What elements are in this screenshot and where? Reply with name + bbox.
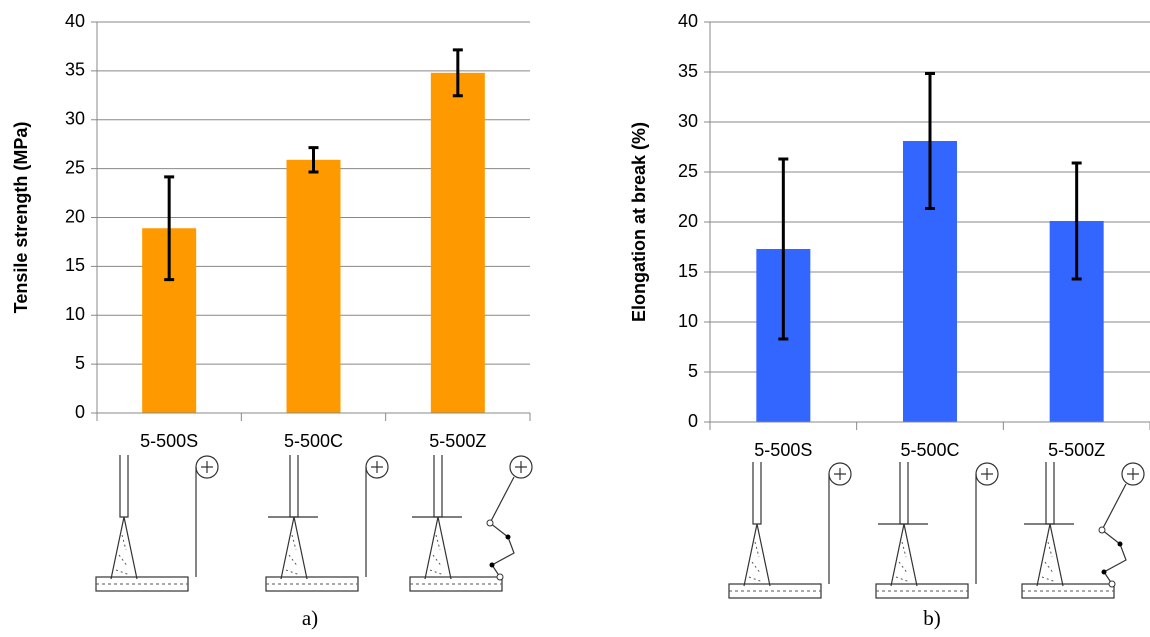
x-tick-label: 5-500C [284,431,343,451]
y-tick-label: 35 [65,60,85,80]
panel-caption: a) [302,606,318,630]
y-tick-label: 15 [678,261,698,281]
y-tick-label: 30 [678,111,698,131]
y-tick-label: 15 [65,255,85,275]
y-tick-label: 40 [678,11,698,31]
y-tick-label: 25 [65,157,85,177]
y-tick-label: 0 [75,402,85,422]
process-icons [96,455,1144,598]
y-axis-title: Elongation at break (%) [629,122,649,322]
x-tick-label: 5-500S [140,431,198,451]
y-tick-label: 40 [65,11,85,31]
x-tick-label: 5-500Z [429,431,486,451]
y-tick-label: 10 [678,311,698,331]
y-tick-label: 30 [65,109,85,129]
x-tick-label: 5-500C [900,440,959,460]
y-tick-label: 0 [688,411,698,431]
y-tick-label: 10 [65,304,85,324]
figure: 0 5 10 15 20 25 30 35 40 Tensile strength (MPa) 5-… [0,0,1150,637]
x-tick-label: 5-500Z [1048,440,1105,460]
bar [287,160,341,413]
y-tick-label: 5 [75,353,85,373]
y-tick-label: 20 [65,206,85,226]
y-tick-label: 25 [678,161,698,181]
y-tick-label: 20 [678,211,698,231]
panel-caption: b) [923,606,941,630]
y-tick-label: 35 [678,61,698,81]
x-tick-label: 5-500S [754,440,812,460]
bar [431,73,485,413]
y-tick-label: 5 [688,361,698,381]
y-axis-title: Tensile strength (MPa) [11,122,31,314]
